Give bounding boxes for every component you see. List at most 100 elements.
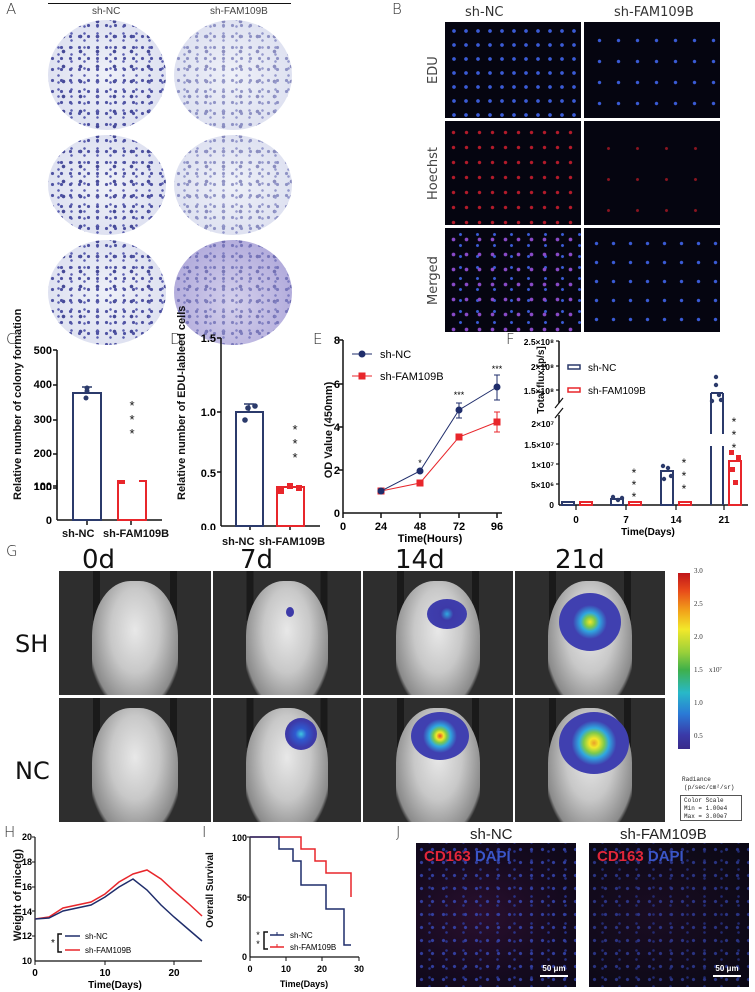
svg-text:96: 96: [491, 521, 503, 533]
merged-image-nc: [445, 228, 581, 332]
panel-c-xlabel-nc: sh-NC: [62, 528, 95, 540]
ihc-image-fam: CD163 DAPI 50 μm: [589, 843, 749, 987]
svg-text:sh-NC: sh-NC: [588, 363, 616, 374]
svg-text:0: 0: [549, 500, 554, 510]
svg-text:*: *: [256, 939, 260, 949]
panel-j-col-nc: sh-NC: [470, 826, 513, 843]
ivis-image-sh-21d: [514, 570, 666, 696]
svg-text:400: 400: [34, 379, 52, 391]
svg-text:0: 0: [573, 515, 579, 526]
svg-text:0.0: 0.0: [201, 522, 216, 530]
svg-text:*: *: [682, 482, 687, 496]
panel-j-col-fam: sh-FAM109B: [620, 826, 707, 843]
chart-e: 8 6 4 2 0 0 24 48 72 96 Time(Hours) sh-N…: [334, 335, 503, 545]
colorbar-title: Radiance: [682, 776, 711, 783]
svg-text:6: 6: [334, 379, 340, 391]
svg-text:*: *: [292, 436, 297, 451]
svg-text:Time(Days): Time(Days): [621, 527, 675, 538]
svg-text:100: 100: [232, 833, 247, 843]
color-scale-title: Color Scale: [684, 797, 724, 804]
svg-text:sh-NC: sh-NC: [380, 349, 411, 361]
scale-bar: 50 μm: [713, 964, 741, 977]
svg-text:100: 100: [34, 482, 52, 490]
svg-text:12: 12: [22, 931, 32, 941]
svg-text:0: 0: [242, 952, 247, 962]
svg-text:10: 10: [281, 964, 291, 974]
stain-legend: CD163 DAPI: [424, 848, 511, 865]
svg-text:1×10⁷: 1×10⁷: [531, 460, 554, 470]
group-line: [48, 3, 291, 4]
panel-a-label: A: [6, 0, 17, 18]
panel-b-col-nc: sh-NC: [465, 5, 504, 20]
panel-i-label: I: [202, 823, 207, 841]
svg-text:sh-NC: sh-NC: [85, 932, 108, 941]
svg-text:*: *: [632, 478, 637, 492]
svg-text:*: *: [732, 441, 737, 455]
svg-text:20: 20: [168, 968, 180, 979]
svg-text:0: 0: [247, 964, 252, 974]
panel-d-xlabel-fam: sh-FAM109B: [259, 536, 326, 548]
svg-text:2: 2: [334, 465, 340, 477]
ivis-image-nc-0d: [58, 697, 212, 823]
svg-text:*: *: [292, 450, 297, 465]
scale-bar: 50 μm: [540, 964, 568, 977]
hoechst-image-fam: [584, 121, 720, 225]
svg-text:24: 24: [375, 521, 388, 533]
svg-text:7: 7: [623, 515, 629, 526]
row-label-sh: SH: [15, 630, 49, 658]
panel-b-row-edu: EDU: [426, 56, 441, 84]
colony-plate: [48, 135, 166, 235]
panel-h-label: H: [4, 823, 16, 841]
colorbar-exponent: x10⁷: [709, 666, 722, 674]
svg-text:*: *: [632, 490, 637, 504]
svg-text:200: 200: [34, 448, 52, 460]
colony-plate: [174, 135, 292, 235]
svg-text:14: 14: [22, 907, 32, 917]
svg-text:*: *: [292, 422, 297, 437]
color-scale-max: Max = 3.00e7: [684, 813, 728, 820]
color-scale-min: Min = 1.00e4: [684, 805, 728, 812]
ivis-image-nc-14d: [362, 697, 514, 823]
svg-text:***: ***: [454, 390, 465, 400]
svg-text:*: *: [129, 398, 134, 413]
svg-text:18: 18: [22, 857, 32, 867]
svg-text:1.5: 1.5: [201, 333, 216, 345]
stain-legend: CD163 DAPI: [597, 848, 684, 865]
svg-text:1.0: 1.0: [201, 407, 216, 419]
panel-g-label: G: [6, 542, 18, 560]
svg-text:2.5×10⁸: 2.5×10⁸: [524, 337, 554, 347]
chart-d: 1.5 1.0 0.5 0.0 * * *: [201, 333, 320, 530]
ivis-image-sh-0d: [58, 570, 212, 696]
svg-text:*: *: [682, 469, 687, 483]
edu-image-fam: [584, 22, 720, 118]
svg-text:500: 500: [34, 345, 52, 357]
merged-image-fam: [584, 228, 720, 332]
ivis-image-nc-21d: [514, 697, 666, 823]
svg-text:Time(Days): Time(Days): [88, 980, 142, 991]
colorbar-tick: 3.0: [694, 567, 703, 575]
panel-e-label: E: [313, 330, 323, 348]
svg-text:300: 300: [34, 414, 52, 426]
ivis-image-nc-7d: [212, 697, 362, 823]
svg-text:Time(Days): Time(Days): [280, 979, 328, 989]
svg-text:0.5: 0.5: [201, 468, 216, 480]
chart-c-lower: 100 0: [34, 480, 162, 527]
colorbar-units: (p/sec/cm²/sr): [684, 784, 735, 791]
ivis-image-sh-7d: [212, 570, 362, 696]
svg-text:0: 0: [340, 521, 346, 533]
svg-text:4: 4: [334, 422, 341, 434]
svg-text:sh-FAM109B: sh-FAM109B: [290, 943, 336, 952]
panel-c-xlabel-fam: sh-FAM109B: [103, 528, 170, 540]
svg-text:*: *: [129, 412, 134, 427]
svg-text:sh-NC: sh-NC: [290, 931, 313, 940]
edu-image-nc: [445, 22, 581, 118]
svg-text:20: 20: [22, 832, 32, 842]
panel-a-group-fam: sh-FAM109B: [210, 6, 268, 17]
svg-text:***: ***: [492, 364, 503, 374]
svg-text:*: *: [682, 456, 687, 470]
row-label-nc: NC: [15, 757, 50, 785]
chart-c: 500 400 300 200 100 * * *: [34, 345, 135, 490]
svg-text:*: *: [51, 938, 55, 949]
radiance-colorbar: [678, 573, 690, 749]
svg-text:10: 10: [99, 968, 111, 979]
